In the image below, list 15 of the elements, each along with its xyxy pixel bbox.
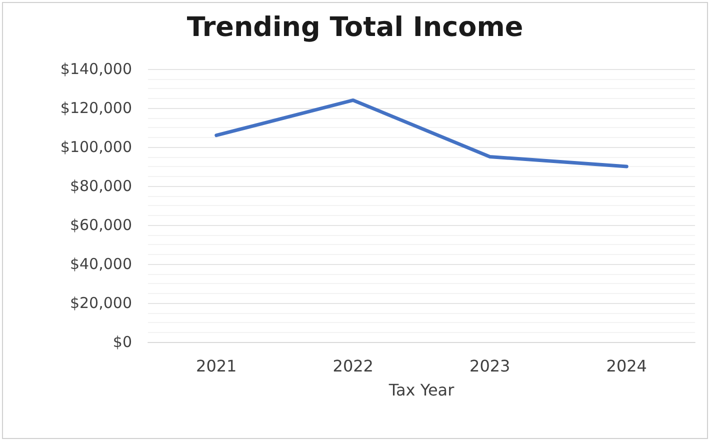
- line-series: [214, 98, 628, 168]
- y-tick-label: $60,000: [70, 216, 132, 234]
- y-tick-label: $0: [112, 333, 132, 351]
- y-tick-label: $100,000: [60, 138, 132, 156]
- x-tick-label: 2021: [196, 356, 237, 376]
- chart-title: Trending Total Income: [186, 12, 524, 43]
- y-tick-label: $120,000: [60, 99, 132, 117]
- x-tick-label: 2024: [606, 356, 647, 376]
- x-axis-title: Tax Year: [388, 380, 455, 400]
- y-tick-label: $80,000: [70, 177, 132, 195]
- y-tick-label: $20,000: [70, 294, 132, 312]
- y-tick-label: $140,000: [60, 60, 132, 78]
- x-tick-label: 2022: [332, 356, 374, 376]
- y-tick-label: $40,000: [70, 255, 132, 273]
- x-tick-label: 2023: [470, 356, 510, 376]
